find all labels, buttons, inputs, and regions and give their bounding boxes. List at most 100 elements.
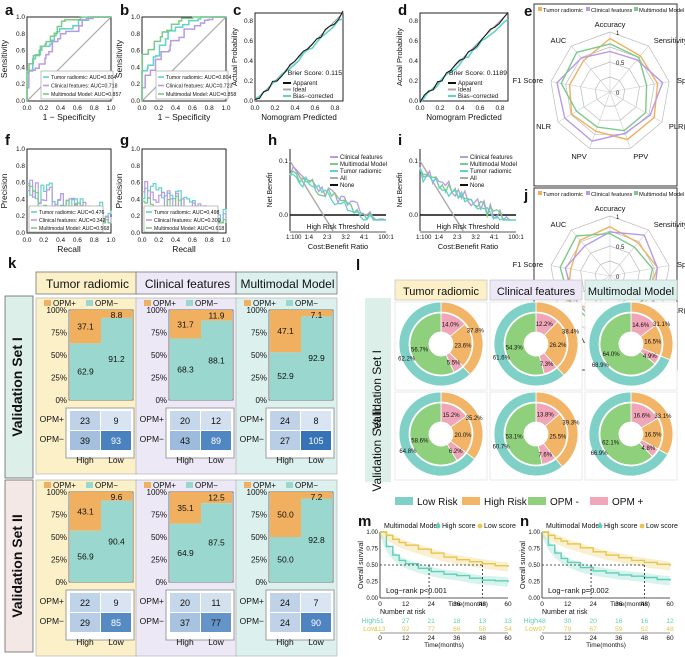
y-tick-label: 0.4 <box>131 196 140 203</box>
y-tick-label: 0.0 <box>409 98 418 105</box>
y-tick-label: 0% <box>155 396 167 405</box>
y-tick-label: 0.6 <box>131 180 140 187</box>
bar-value: 47.1 <box>277 326 294 336</box>
y-tick-label: 100% <box>147 306 167 315</box>
cm-value: 77 <box>211 618 221 628</box>
cm-row-label: OPM+ <box>140 414 164 424</box>
opm-neg-bar <box>270 352 301 400</box>
legend-entry: OPM+ <box>153 299 176 308</box>
risk-value: 67 <box>589 626 597 633</box>
panel-label-c: c <box>233 2 241 19</box>
y-tick-label: 0.0 <box>409 212 418 219</box>
inner-label: 25.5% <box>549 435 567 441</box>
risk-value: 16 <box>641 618 649 625</box>
cm-value: 22 <box>80 598 90 608</box>
x-tick-label: 0 <box>540 635 544 642</box>
roc-curve-2 <box>26 16 112 101</box>
outer-high-label: 37.8% <box>467 329 485 335</box>
bias-corrected-curve <box>419 18 509 104</box>
y-tick-label: 50% <box>151 351 167 360</box>
roc-curve-1 <box>26 16 111 101</box>
model-header <box>235 271 338 295</box>
y-tick-label: 0.8 <box>131 163 140 170</box>
inner-label: 12.2% <box>536 322 554 328</box>
cm-value: 11 <box>211 598 220 608</box>
model-header-label: Tumor radiomic <box>46 277 129 291</box>
inner-label: 64.0% <box>603 352 621 358</box>
model-header <box>394 279 488 301</box>
risk-row-label: Low <box>363 626 377 633</box>
x-tick-label: 0.0 <box>137 237 146 244</box>
cm-value: 39 <box>80 436 90 446</box>
y-tick-label: 0.50 <box>366 563 378 569</box>
legend-entry: Bias−corrected <box>458 94 498 100</box>
legend-box <box>40 70 114 100</box>
x-axis-label: 1 − Specificity <box>158 112 211 122</box>
x-axis-label: Time(months) <box>448 601 488 608</box>
radar-spoke <box>550 81 611 93</box>
y-tick-label: 0.4 <box>244 58 253 65</box>
legend-swatch <box>86 300 93 306</box>
model-header-label: Multimodal Model <box>588 286 674 298</box>
y-tick-label: 0.2 <box>16 213 25 220</box>
x-axis-label: Recall <box>57 244 81 254</box>
radar-spoke <box>609 45 649 93</box>
cost-tick-label: 2:3 <box>453 234 462 241</box>
cost-tick-label: 2:3 <box>323 234 332 241</box>
y-tick-label: 0.8 <box>16 31 25 38</box>
cm-row-label: OPM− <box>140 616 164 626</box>
legend-entry: OPM− <box>195 481 218 490</box>
x-tick-label: 12 <box>402 601 410 608</box>
risk-value: 27 <box>402 618 410 625</box>
y-tick-label: 0.1 <box>279 158 288 165</box>
panel-label-k: k <box>8 255 17 272</box>
legend-entry: Tumor radiomic <box>543 8 583 14</box>
legend-swatch <box>286 482 293 488</box>
y-tick-label: 0.25 <box>528 580 540 586</box>
roc-panel-a: 0.00.0 0.2 0.2 0.4 0.4 0.6 0.6 0.8 0.8 1.0 1.0 1 − … <box>0 14 121 122</box>
risk-value: 54 <box>504 626 512 633</box>
radar-axis-label: NLR <box>536 122 552 131</box>
opm-pos-bar <box>201 310 232 321</box>
x-axis-label: High Risk Threshold <box>307 224 370 231</box>
cost-axis-label: Cost:Benefit Ratio <box>438 242 498 251</box>
radar-axis-label: Accuracy <box>595 204 626 213</box>
y-tick-label: 0.0 <box>131 98 140 105</box>
cm-value: 29 <box>80 618 90 628</box>
risk-value: 51 <box>376 618 384 625</box>
legend-entry: Low score <box>646 523 678 530</box>
outer-low-label: 68.9% <box>592 363 610 369</box>
opm-neg-bar <box>301 316 332 400</box>
all-line <box>419 160 464 232</box>
cm-value: 89 <box>211 436 221 446</box>
x-tick-label: 48 <box>641 635 649 642</box>
inner-label: 14.6% <box>632 323 650 329</box>
legend-entry: None <box>470 183 485 189</box>
inner-label: 16.5% <box>644 432 662 438</box>
inner-low-opm-neg-arc <box>599 312 656 376</box>
legend-entry: Clinical features: AUC=0.342 <box>39 218 106 224</box>
bar-value: 87.5 <box>208 538 225 548</box>
bar-value: 91.2 <box>108 354 125 364</box>
opm-pos-bar <box>170 310 201 339</box>
cm-row-label: OPM+ <box>240 596 264 606</box>
outer-low-label: 64.8% <box>399 449 417 455</box>
panel-label-i: i <box>398 132 402 149</box>
cm-col-label: Low <box>208 455 224 465</box>
legend-swatch <box>528 497 546 505</box>
legend-entry: Low Risk <box>417 497 459 508</box>
cm-row-label: OPM+ <box>40 596 64 606</box>
risk-value: 20 <box>589 618 597 625</box>
panel-label-n: n <box>520 513 529 530</box>
legend-entry: Apparent <box>458 81 483 87</box>
radar-tick-label: 1 <box>616 215 620 221</box>
y-tick-label: 50% <box>251 351 267 360</box>
legend-swatch <box>462 497 480 505</box>
cost-tick-label: 3:2 <box>341 234 350 241</box>
legend-swatch <box>590 497 608 505</box>
legend-entry: Clinical features: AUC=0.723 <box>166 84 233 90</box>
opm-pos-bar <box>301 492 332 499</box>
cm-value: 37 <box>180 618 190 628</box>
x-tick-label: 36 <box>615 601 623 608</box>
